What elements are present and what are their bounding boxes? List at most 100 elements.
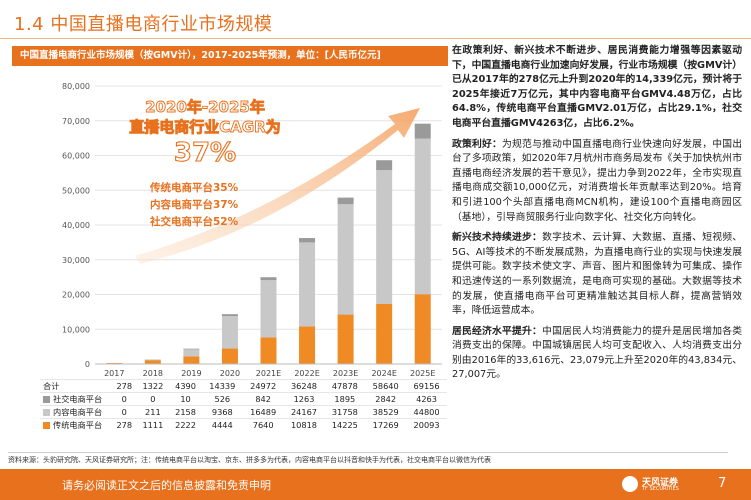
company-logo: 天风证券 TF SECURITIES <box>622 474 692 496</box>
x-tick-label: 2018 <box>143 369 163 378</box>
title-divider <box>0 38 751 39</box>
bar-传统电商平台 <box>414 294 431 364</box>
policy-paragraph: 政策利好：为规范与推动中国直播电商行业快速向好发展，中国出台了多项政策，如202… <box>452 138 742 226</box>
table-cell: 20093 <box>406 418 447 432</box>
bar-内容电商平台 <box>260 280 277 338</box>
y-tick-label: 60,000 <box>62 152 90 161</box>
table-cell: 10818 <box>283 418 325 432</box>
table-cell: 17269 <box>365 418 407 432</box>
x-tick-label: 2021E <box>256 369 281 378</box>
intro-paragraph: 在政策利好、新兴技术不断进步、居民消费能力增强等因素驱动下，中国直播电商行业加速… <box>452 44 742 132</box>
table-cell: 2222 <box>169 418 202 432</box>
x-tick-label: 2025E <box>410 369 435 378</box>
table-cell: 4263 <box>406 392 447 406</box>
tech-paragraph: 新兴技术持续进步：数字技术、云计算、大数据、直播、短视频、5G、AI等技术的不断… <box>452 231 742 319</box>
table-cell: 44800 <box>406 405 447 419</box>
chart-caption: 中国直播电商行业市场规模（按GMV计），2017-2025年预测，单位：[人民币… <box>12 46 448 66</box>
cagr-headline-line2: 直播电商行业CAGR为 <box>129 118 280 136</box>
bar-传统电商平台 <box>260 337 277 364</box>
table-row: 内容电商平台 0 211 2158 9368 16489 24167 31758 38529 44… <box>40 405 447 419</box>
table-cell: 31758 <box>324 405 366 419</box>
table-row: 合计 278 1322 4390 14339 24972 36248 47878 58640 69… <box>40 379 447 393</box>
table-row-label: 传统电商平台 <box>40 418 112 432</box>
income-body: 中国居民人均消费能力的提升是居民增加各类消费支出的保障。中国城镇居民人均可支配收… <box>452 325 743 381</box>
bar-内容电商平台 <box>376 170 393 304</box>
table-row-label: 社交电商平台 <box>40 392 112 406</box>
bar-社交电商平台 <box>299 238 316 243</box>
x-tick-label: 2017 <box>104 369 124 378</box>
table-row: 传统电商平台 278 1111 2222 4444 7640 10818 14225 17269… <box>40 418 447 432</box>
table-row-label: 合计 <box>40 379 112 393</box>
bar-传统电商平台 <box>183 356 200 364</box>
table-cell: 9368 <box>201 405 243 419</box>
legend-swatch <box>43 408 50 416</box>
table-cell: 526 <box>201 392 243 406</box>
source-divider <box>8 452 728 453</box>
growth-arrow-icon <box>135 108 420 264</box>
cagr-headline-line1: 2020年-2025年 <box>145 98 265 116</box>
policy-heading: 政策利好： <box>452 138 503 150</box>
bar-内容电商平台 <box>183 348 200 357</box>
table-cell: 10 <box>169 392 202 406</box>
table-cell: 16489 <box>242 405 284 419</box>
analysis-text: 在政策利好、新兴技术不断进步、居民消费能力增强等因素驱动下，中国直播电商行业加速… <box>452 44 742 389</box>
legend-swatch <box>43 395 50 403</box>
cagr-headline-value: 37% <box>174 138 236 168</box>
y-tick-label: 80,000 <box>62 82 90 91</box>
tech-body: 数字技术、云计算、大数据、直播、短视频、5G、AI等技术的不断发展成熟，为直播电… <box>452 232 743 317</box>
table-cell: 14225 <box>324 418 366 432</box>
legend-swatch <box>43 421 50 429</box>
policy-body: 为规范与推动中国直播电商行业快速向好发展，中国出台了多项政策，如2020年7月杭… <box>452 138 743 223</box>
bar-传统电商平台 <box>337 314 354 364</box>
x-tick-label: 2019 <box>181 369 201 378</box>
logo-text: 天风证券 <box>642 478 679 488</box>
table-row: 社交电商平台 0 0 10 526 842 1263 1895 2842 4263 <box>40 392 447 406</box>
logo-mark-icon <box>622 476 638 492</box>
income-heading: 居民经济水平提升： <box>452 325 543 337</box>
table-cell: 278 <box>112 379 137 393</box>
gmv-stacked-bar-chart: 0 10,000 20,000 30,000 40,000 50,000 60,000 70,… <box>62 82 442 378</box>
cagr-item: 内容电商平台37% <box>150 198 239 211</box>
table-cell: 14339 <box>201 379 243 393</box>
bar-传统电商平台 <box>299 326 316 364</box>
x-tick-label: 2023E <box>333 369 358 378</box>
table-cell: 2158 <box>169 405 202 419</box>
tech-heading: 新兴技术持续进步： <box>452 232 543 244</box>
bar-社交电商平台 <box>221 314 238 317</box>
x-tick-label: 2020 <box>220 369 240 378</box>
logo-subtext: TF SECURITIES <box>642 486 679 492</box>
table-cell: 24972 <box>242 379 284 393</box>
table-row-label: 内容电商平台 <box>40 405 112 419</box>
table-cell: 1263 <box>283 392 325 406</box>
table-cell: 211 <box>136 405 170 419</box>
table-cell: 69156 <box>406 379 447 393</box>
table-cell: 2842 <box>365 392 407 406</box>
footer-bar: 请务必阅读正文之后的信息披露和免责申明 天风证券 TF SECURITIES 7 <box>0 469 751 500</box>
table-cell: 4444 <box>201 418 243 432</box>
bar-社交电商平台 <box>376 160 393 171</box>
y-tick-label: 40,000 <box>62 221 90 230</box>
cagr-item: 社交电商平台52% <box>149 215 239 228</box>
table-cell: 24167 <box>283 405 325 419</box>
table-cell: 842 <box>242 392 284 406</box>
table-cell: 47878 <box>324 379 366 393</box>
bar-传统电商平台 <box>221 348 238 364</box>
source-note: 资料来源：头豹研究院、天风证券研究所；注：传统电商平台以淘宝、京东、拼多多为代表… <box>8 456 491 464</box>
intro-text: 在政策利好、新兴技术不断进步、居民消费能力增强等因素驱动下，中国直播电商行业加速… <box>452 45 742 129</box>
table-cell: 0 <box>112 405 137 419</box>
table-cell: 1111 <box>136 418 170 432</box>
table-cell: 0 <box>112 392 137 406</box>
table-cell: 38529 <box>365 405 407 419</box>
y-tick-label: 50,000 <box>62 186 90 195</box>
table-cell: 36248 <box>283 379 325 393</box>
bar-社交电商平台 <box>337 197 354 205</box>
income-paragraph: 居民经济水平提升：中国居民人均消费能力的提升是居民增加各类消费支出的保障。中国城… <box>452 325 742 383</box>
series-label: 传统电商平台 <box>53 420 103 431</box>
table-cell: 58640 <box>365 379 407 393</box>
bar-社交电商平台 <box>260 277 277 281</box>
bar-内容电商平台 <box>337 204 354 315</box>
bar-社交电商平台 <box>183 348 200 350</box>
bar-内容电商平台 <box>299 242 316 327</box>
page-number: 7 <box>718 476 727 491</box>
table-cell: 1895 <box>324 392 366 406</box>
